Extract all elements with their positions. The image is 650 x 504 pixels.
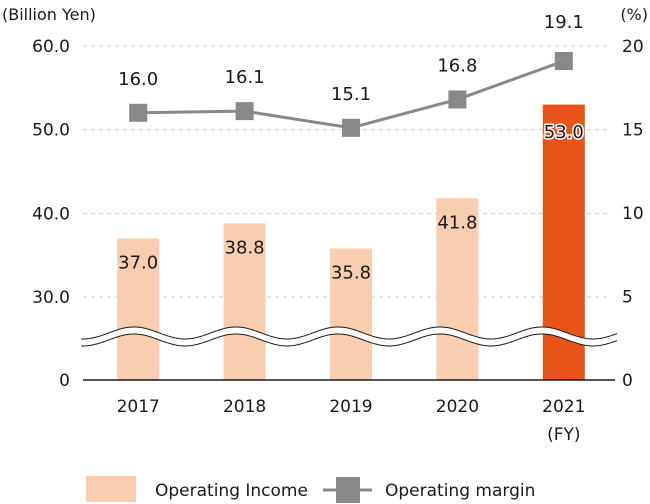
margin-marker-2019	[342, 118, 360, 137]
margin-labels: 16.0 16.1 15.1 16.8 19.1	[118, 12, 584, 105]
margin-label-2019: 15.1	[331, 84, 371, 105]
margin-marker-2020	[448, 90, 467, 109]
axis-break	[81, 326, 618, 347]
margin-marker-2017	[129, 103, 148, 122]
legend-swatch-operating-income	[86, 476, 136, 502]
bar-2020	[436, 198, 479, 380]
left-tick-label: 60.0	[32, 37, 70, 57]
margin-label-2017: 16.0	[118, 69, 158, 90]
margin-label-2021: 19.1	[544, 12, 584, 33]
x-tick-label: 2020	[436, 397, 479, 417]
legend-marker-operating-margin	[336, 477, 360, 503]
margin-label-2020: 16.8	[437, 55, 477, 76]
bar-2017	[117, 238, 160, 380]
right-axis-ticks: 0 5 10 15 20	[622, 37, 644, 391]
margin-marker-2021	[554, 52, 573, 71]
bar-2019	[330, 248, 372, 380]
legend: Operating Income Operating margin	[86, 476, 535, 503]
bar-2018	[223, 223, 266, 380]
x-tick-label: 2017	[117, 397, 160, 417]
x-tick-suffix: (FY)	[547, 425, 580, 445]
left-axis-unit: (Billion Yen)	[2, 5, 96, 24]
margin-label-2018: 16.1	[225, 67, 265, 88]
x-axis-ticks: 2017 2018 2019 2020 2021 (FY)	[117, 397, 586, 445]
right-axis-unit: (%)	[620, 5, 648, 24]
bar-label-2019: 35.8	[331, 262, 371, 283]
margin-line	[129, 52, 573, 137]
right-tick-label: 5	[622, 288, 633, 308]
legend-label-operating-income: Operating Income	[155, 481, 308, 501]
right-tick-label: 15	[622, 121, 644, 141]
bar-labels: 37.0 38.8 35.8 41.8 53.0	[118, 121, 585, 284]
right-tick-label: 0	[622, 371, 633, 391]
left-tick-label: 0	[59, 371, 70, 391]
legend-label-operating-margin: Operating margin	[385, 481, 535, 501]
x-tick-label: 2021	[542, 397, 585, 417]
left-tick-label: 30.0	[32, 288, 70, 308]
left-tick-label: 40.0	[32, 204, 70, 224]
x-tick-label: 2019	[329, 397, 372, 417]
axis-break-line	[81, 333, 618, 347]
right-tick-label: 20	[622, 37, 644, 57]
bar-label-2018: 38.8	[225, 237, 265, 258]
bar-label-2017: 37.0	[118, 252, 158, 273]
left-axis-ticks: 0 30.0 40.0 50.0 60.0	[32, 37, 70, 391]
bar-label-2021: 53.0	[544, 122, 584, 143]
bar-label-2020: 41.8	[437, 212, 477, 233]
left-tick-label: 50.0	[32, 121, 70, 141]
right-tick-label: 10	[622, 204, 644, 224]
margin-marker-2018	[235, 102, 254, 121]
axis-break-line	[81, 326, 618, 340]
x-tick-label: 2018	[223, 397, 266, 417]
